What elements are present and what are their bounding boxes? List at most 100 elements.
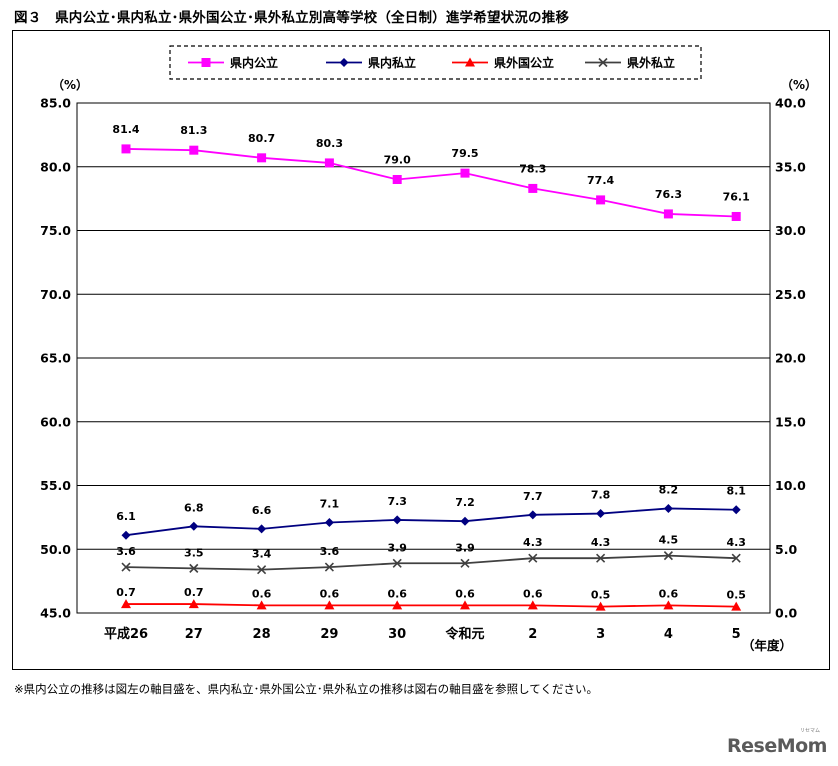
x-tick-label: 平成26 xyxy=(104,626,148,642)
series-1-point xyxy=(121,530,131,540)
series-1-data-label: 8.2 xyxy=(659,483,679,496)
series-2-point xyxy=(460,600,470,610)
series-2-point xyxy=(324,600,335,610)
series-2-point xyxy=(121,599,131,609)
series-1-data-label: 8.1 xyxy=(726,485,746,498)
series-3-point xyxy=(460,558,470,568)
series-3-point xyxy=(596,553,606,563)
legend-label: 県外私立 xyxy=(627,55,675,70)
x-tick-label: 28 xyxy=(253,627,271,642)
legend-swatch-marker xyxy=(598,57,608,68)
series-3-data-label: 3.6 xyxy=(116,545,136,558)
series-2-data-label: 0.5 xyxy=(726,589,746,602)
legend-label: 県内公立 xyxy=(230,55,278,70)
y-right-tick-label: 0.0 xyxy=(775,606,797,621)
y-right-unit: （%） xyxy=(781,77,817,92)
series-3-data-label: 4.3 xyxy=(523,536,543,549)
series-0-point xyxy=(460,168,470,178)
x-tick-label: 2 xyxy=(528,627,537,642)
series-1-data-label: 7.1 xyxy=(320,497,340,510)
y-left-tick-label: 50.0 xyxy=(40,542,71,557)
series-3-data-label: 3.4 xyxy=(252,548,272,561)
series-1-point xyxy=(596,509,606,519)
y-right-tick-label: 40.0 xyxy=(775,96,806,111)
series-1-data-label: 7.2 xyxy=(455,496,475,509)
resemom-logo-subtext: リセマム xyxy=(800,728,821,734)
series-1-data-label: 6.8 xyxy=(184,501,204,514)
series-1-data-label: 6.6 xyxy=(252,504,272,517)
series-1-point xyxy=(257,524,267,534)
y-left-unit: （%） xyxy=(52,77,88,92)
x-tick-label: 3 xyxy=(596,627,605,642)
y-right-tick-label: 15.0 xyxy=(775,414,806,429)
y-left-tick-label: 45.0 xyxy=(40,606,71,621)
series-1-data-label: 7.7 xyxy=(523,490,543,503)
series-0-line xyxy=(125,148,737,218)
series-0-point xyxy=(189,145,199,155)
series-1-point xyxy=(528,510,538,520)
series-0-point xyxy=(121,144,131,154)
series-2-data-label: 0.6 xyxy=(387,587,407,600)
series-3-point xyxy=(528,553,538,563)
series-2-data-label: 0.6 xyxy=(455,587,475,600)
x-tick-label: 令和元 xyxy=(445,626,484,642)
y-left-tick-label: 75.0 xyxy=(40,223,71,238)
series-0-point xyxy=(528,183,538,193)
y-right-tick-label: 20.0 xyxy=(775,351,806,366)
series-2-line xyxy=(126,603,737,608)
series-2-data-label: 0.6 xyxy=(523,587,543,600)
y-right-tick-label: 10.0 xyxy=(775,478,806,493)
series-3-point xyxy=(121,562,131,572)
series-3-point xyxy=(257,565,267,575)
series-0-data-label: 76.3 xyxy=(655,188,682,201)
y-left-tick-label: 80.0 xyxy=(40,159,71,174)
series-1-point xyxy=(460,516,470,526)
series-0-data-label: 81.3 xyxy=(180,124,207,137)
series-3-data-label: 4.5 xyxy=(659,534,679,547)
series-2-point xyxy=(663,600,674,610)
series-3-point xyxy=(189,563,199,573)
series-2-point xyxy=(188,599,199,609)
y-left-tick-label: 70.0 xyxy=(40,287,71,302)
series-0-point xyxy=(731,211,741,221)
series-3-data-label: 3.6 xyxy=(320,545,340,558)
series-2-data-label: 0.7 xyxy=(184,586,204,599)
y-right-tick-label: 35.0 xyxy=(775,159,806,174)
series-3-point xyxy=(731,553,741,563)
chart-frame xyxy=(12,30,830,670)
y-right-tick-label: 30.0 xyxy=(775,223,806,238)
series-2-point xyxy=(731,601,742,611)
legend-label: 県内私立 xyxy=(368,55,416,70)
x-axis-unit: （年度） xyxy=(742,638,792,653)
series-3-data-label: 3.5 xyxy=(184,546,204,559)
series-0-point xyxy=(392,175,402,184)
series-2-data-label: 0.6 xyxy=(320,587,340,600)
series-0-data-label: 79.5 xyxy=(451,147,478,160)
series-0-data-label: 80.3 xyxy=(316,137,343,150)
series-2-data-label: 0.6 xyxy=(252,587,272,600)
series-1-point xyxy=(324,517,334,527)
plot-area xyxy=(76,102,771,614)
series-1-data-label: 6.1 xyxy=(116,510,136,523)
series-1-point xyxy=(731,505,741,515)
series-1-line xyxy=(125,507,737,537)
x-tick-label: 5 xyxy=(732,627,741,642)
series-0-data-label: 76.1 xyxy=(723,190,750,203)
series-0-point xyxy=(663,209,673,219)
series-2-point xyxy=(527,600,538,610)
legend-label: 県外国公立 xyxy=(494,55,554,70)
series-0-point xyxy=(596,195,606,205)
series-2-data-label: 0.6 xyxy=(659,587,679,600)
y-right-tick-label: 25.0 xyxy=(775,287,806,302)
series-0-data-label: 77.4 xyxy=(587,174,614,187)
series-2-data-label: 0.5 xyxy=(591,589,611,602)
series-3-data-label: 4.3 xyxy=(726,536,746,549)
series-0-point xyxy=(257,153,267,163)
legend-swatch-marker xyxy=(201,58,211,67)
x-tick-label: 27 xyxy=(185,627,203,642)
series-3-data-label: 3.9 xyxy=(455,541,475,554)
series-3-line xyxy=(125,554,737,571)
series-0-data-label: 80.7 xyxy=(248,132,275,145)
series-2-point xyxy=(595,601,606,611)
